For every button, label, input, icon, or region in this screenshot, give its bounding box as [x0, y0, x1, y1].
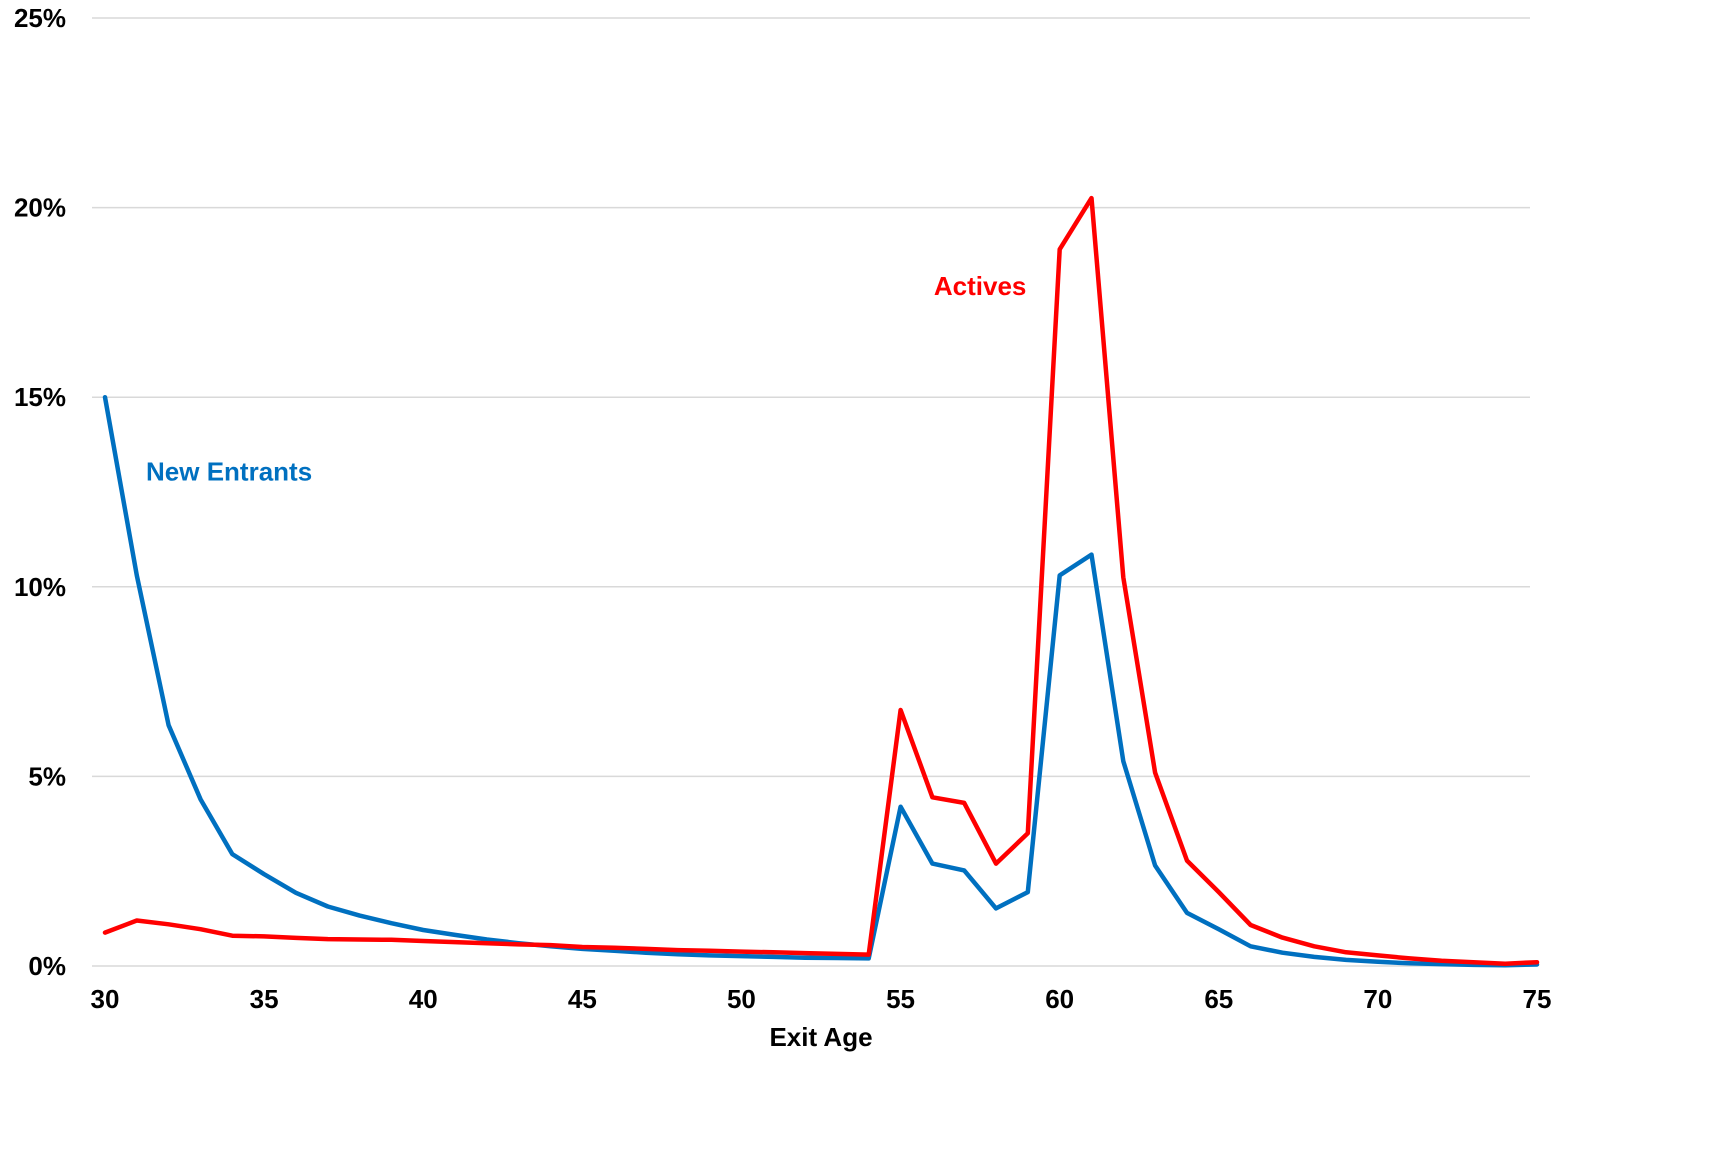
series-line-actives — [102, 195, 1540, 966]
x-tick-label-35: 35 — [250, 984, 279, 1014]
x-axis-tick-labels: 30 35 40 45 50 55 60 65 70 75 — [91, 984, 1552, 1014]
y-tick-label-0: 0% — [28, 951, 66, 981]
x-tick-label-45: 45 — [568, 984, 597, 1014]
series-annotations: New Entrants Actives — [146, 271, 1026, 487]
gridlines — [92, 17, 1530, 967]
x-tick-label-75: 75 — [1523, 984, 1552, 1014]
x-axis-title: Exit Age — [769, 1022, 872, 1052]
series-label-new-entrants: New Entrants — [146, 457, 312, 487]
x-tick-label-40: 40 — [409, 984, 438, 1014]
series-lines — [102, 195, 1540, 968]
y-axis-tick-labels: 0% 5% 10% 15% 20% 25% — [14, 3, 66, 981]
series-line-new-entrants — [102, 394, 1540, 968]
x-tick-label-60: 60 — [1045, 984, 1074, 1014]
y-tick-label-25: 25% — [14, 3, 66, 33]
y-tick-label-10: 10% — [14, 572, 66, 602]
x-tick-label-55: 55 — [886, 984, 915, 1014]
y-tick-label-20: 20% — [14, 193, 66, 223]
x-tick-label-50: 50 — [727, 984, 756, 1014]
x-tick-label-65: 65 — [1204, 984, 1233, 1014]
y-tick-label-15: 15% — [14, 382, 66, 412]
y-tick-label-5: 5% — [28, 761, 66, 791]
x-tick-label-30: 30 — [91, 984, 120, 1014]
series-label-actives: Actives — [934, 271, 1027, 301]
x-tick-label-70: 70 — [1363, 984, 1392, 1014]
